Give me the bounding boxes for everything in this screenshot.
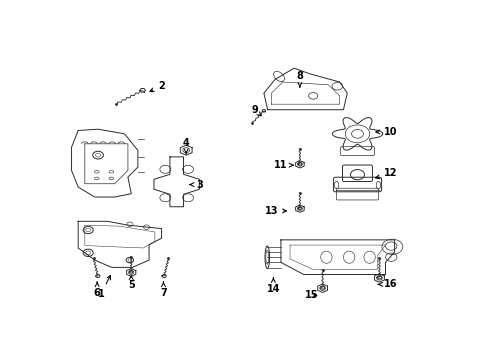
Text: 7: 7 <box>160 282 166 298</box>
Text: 13: 13 <box>264 206 286 216</box>
Text: 4: 4 <box>183 138 189 154</box>
Text: 9: 9 <box>250 105 261 116</box>
Text: 14: 14 <box>266 278 280 293</box>
Text: 8: 8 <box>296 72 303 87</box>
Text: 15: 15 <box>304 291 317 301</box>
Text: 3: 3 <box>190 180 203 190</box>
Text: 1: 1 <box>97 275 110 299</box>
Text: 10: 10 <box>375 127 397 137</box>
Text: 5: 5 <box>127 276 134 290</box>
Text: 11: 11 <box>274 160 293 170</box>
Ellipse shape <box>264 246 269 269</box>
Text: 2: 2 <box>150 81 164 91</box>
Text: 16: 16 <box>378 279 397 289</box>
Text: 6: 6 <box>94 282 101 298</box>
Text: 12: 12 <box>375 168 397 179</box>
